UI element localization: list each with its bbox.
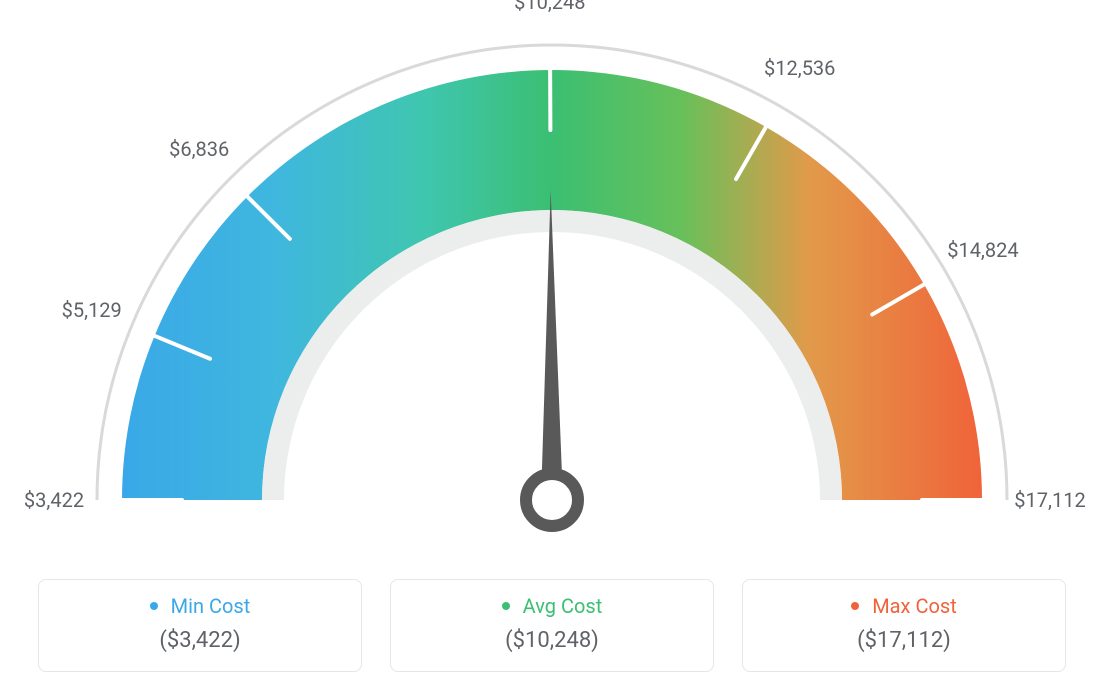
gauge-area: $3,422 $5,129 $6,836 $10,248 $12,536 $14,824 $…: [0, 0, 1104, 560]
gauge-tick-label: $6,836: [169, 137, 229, 161]
max-cost-value: ($17,112): [753, 628, 1055, 653]
summary-cards: Min Cost ($3,422) Avg Cost ($10,248) Max…: [38, 579, 1066, 672]
avg-cost-card: Avg Cost ($10,248): [390, 579, 714, 672]
max-cost-dot-icon: [851, 602, 859, 610]
gauge-chart-container: $3,422 $5,129 $6,836 $10,248 $12,536 $14,824 $…: [0, 0, 1104, 690]
gauge-tick-label: $3,422: [24, 488, 84, 512]
gauge-tick-label: $17,112: [1014, 488, 1085, 512]
min-cost-title: Min Cost: [49, 594, 351, 618]
gauge-tick-label: $12,536: [764, 56, 835, 80]
min-cost-dot-icon: [150, 602, 158, 610]
gauge-tick-label: $10,248: [514, 0, 585, 14]
gauge-svg: [0, 0, 1104, 560]
avg-cost-value: ($10,248): [401, 628, 703, 653]
min-cost-label: Min Cost: [171, 594, 251, 618]
min-cost-value: ($3,422): [49, 628, 351, 653]
min-cost-card: Min Cost ($3,422): [38, 579, 362, 672]
max-cost-label: Max Cost: [872, 594, 957, 618]
avg-cost-title: Avg Cost: [401, 594, 703, 618]
gauge-tick-label: $14,824: [947, 238, 1018, 262]
avg-cost-dot-icon: [502, 602, 510, 610]
avg-cost-label: Avg Cost: [523, 594, 603, 618]
max-cost-card: Max Cost ($17,112): [742, 579, 1066, 672]
gauge-tick-label: $5,129: [62, 298, 122, 322]
max-cost-title: Max Cost: [753, 594, 1055, 618]
